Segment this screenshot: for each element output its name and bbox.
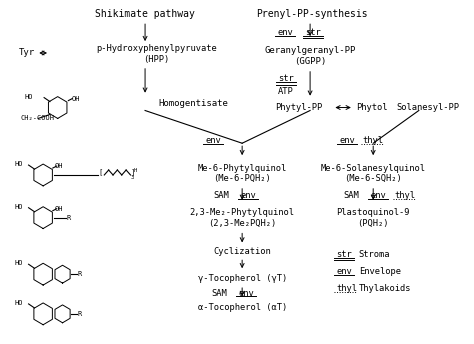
Text: env: env [370,191,386,200]
Text: thyl: thyl [337,283,357,292]
Text: (Me-6-SQH₂): (Me-6-SQH₂) [344,174,402,183]
Text: Me-6-Phytylquinol: Me-6-Phytylquinol [198,163,287,173]
Text: OH: OH [55,206,64,212]
Text: Homogentisate: Homogentisate [159,99,228,108]
Text: Prenyl-PP-synthesis: Prenyl-PP-synthesis [256,9,368,19]
Text: Geranylgeranyl-PP: Geranylgeranyl-PP [264,46,356,55]
Text: ]: ] [130,169,135,175]
Text: Shikimate pathway: Shikimate pathway [95,9,195,19]
Text: OH: OH [71,96,80,101]
Text: γ-Tocopherol (γT): γ-Tocopherol (γT) [198,273,287,283]
Text: CH₂-COOH: CH₂-COOH [21,116,55,121]
Text: env: env [339,136,355,145]
Text: (GGPP): (GGPP) [294,57,326,66]
Text: Me-6-Solanesylquinol: Me-6-Solanesylquinol [321,163,426,173]
Text: 3: 3 [130,175,134,181]
Text: env: env [240,191,256,200]
Text: [: [ [99,169,103,175]
Text: H: H [133,168,137,173]
Text: OH: OH [55,163,64,169]
Text: Solanesyl-PP: Solanesyl-PP [396,103,459,112]
Text: HO: HO [15,260,24,266]
Text: Stroma: Stroma [359,250,390,259]
Text: str: str [337,250,352,259]
Text: HO: HO [15,300,24,306]
Text: SAM: SAM [213,191,229,200]
Text: env: env [238,289,254,298]
Text: Phytyl-PP: Phytyl-PP [275,103,322,112]
Text: str: str [305,28,321,37]
Text: 2,3-Me₂-Phytylquinol: 2,3-Me₂-Phytylquinol [190,208,295,217]
Text: thyl: thyl [363,136,383,145]
Text: R: R [77,311,82,317]
Text: env: env [205,136,221,145]
Text: Envelope: Envelope [359,267,401,276]
Text: (HPP): (HPP) [144,55,170,64]
Text: HO: HO [15,204,24,210]
Text: HO: HO [25,94,33,100]
Text: Tyr: Tyr [19,49,35,57]
Text: (PQH₂): (PQH₂) [357,219,389,228]
Text: (2,3-Me₂PQH₂): (2,3-Me₂PQH₂) [208,219,276,228]
Text: SAM: SAM [211,289,227,298]
Text: env: env [337,267,352,276]
Text: α-Tocopherol (αT): α-Tocopherol (αT) [198,303,287,312]
Text: env: env [277,28,293,37]
Text: R: R [77,271,82,277]
Text: thyl: thyl [394,191,416,200]
Text: Cyclization: Cyclization [213,247,271,256]
Text: R: R [66,215,71,221]
Text: ATP: ATP [278,87,294,96]
Text: str: str [278,74,294,83]
Text: Plastoquinol-9: Plastoquinol-9 [337,208,410,217]
Text: HO: HO [15,161,24,167]
Text: SAM: SAM [343,191,359,200]
Text: p-Hydroxyphenylpyruvate: p-Hydroxyphenylpyruvate [96,43,217,53]
Text: Phytol: Phytol [356,103,387,112]
Text: (Me-6-PQH₂): (Me-6-PQH₂) [213,174,271,183]
Text: Thylakoids: Thylakoids [359,283,411,292]
